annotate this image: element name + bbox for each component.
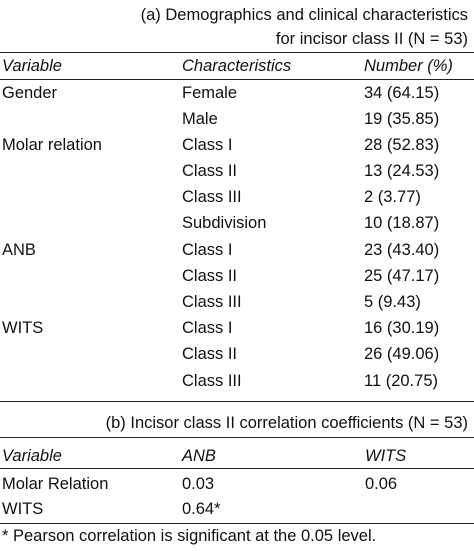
table-cell-characteristic: Male (182, 110, 218, 128)
table-row: ANB Class I 23 (43.40) (0, 237, 474, 263)
table-cell-characteristic: Class II (182, 267, 238, 285)
table-row: Gender Female 34 (64.15) (0, 80, 474, 106)
table-row: Male 19 (35.85) (0, 106, 474, 132)
table-a-header-number: Number (%) (364, 57, 453, 75)
table-cell-number: 19 (35.85) (364, 110, 440, 128)
table-cell-characteristic: Class I (182, 319, 233, 337)
table-row: WITS 0.64* (0, 496, 474, 522)
table-cell-anb: 0.64* (182, 500, 221, 518)
table-cell-anb: 0.03 (182, 475, 215, 493)
table-cell-number: 5 (9.43) (364, 293, 421, 311)
table-b-header-rule (0, 468, 474, 469)
table-cell-characteristic: Class II (182, 345, 238, 363)
table-row: Molar Relation 0.03 0.06 (0, 471, 474, 497)
table-cell-variable: WITS (2, 319, 44, 337)
table-cell-wits: 0.06 (365, 475, 398, 493)
table-row: Class III 5 (9.43) (0, 289, 474, 315)
table-row: Class III 11 (20.75) (0, 368, 474, 394)
table-a-top-rule (0, 52, 474, 53)
table-cell-variable: Molar Relation (2, 475, 109, 493)
table-row: Molar relation Class I 28 (52.83) (0, 132, 474, 158)
table-b-header-wits: WITS (365, 447, 407, 465)
table-b-header-anb: ANB (182, 447, 216, 465)
table-cell-number: 13 (24.53) (364, 162, 440, 180)
table-cell-characteristic: Class III (182, 293, 242, 311)
table-row: Class III 2 (3.77) (0, 184, 474, 210)
table-cell-characteristic: Subdivision (182, 214, 267, 232)
table-cell-number: 11 (20.75) (364, 372, 438, 390)
table-cell-characteristic: Class II (182, 162, 238, 180)
table-cell-number: 34 (64.15) (364, 84, 440, 102)
table-a-caption-line2: for incisor class II (N = 53) (275, 30, 468, 48)
table-b-header-variable: Variable (2, 447, 62, 465)
table-cell-variable: Gender (2, 84, 58, 102)
table-a-bottom-rule (0, 401, 474, 402)
table-cell-number: 10 (18.87) (364, 214, 440, 232)
table-cell-characteristic: Class III (182, 372, 242, 390)
table-b-top-rule (0, 437, 474, 438)
table-cell-number: 16 (30.19) (364, 319, 440, 337)
table-a-caption-line1: (a) Demographics and clinical characteri… (140, 6, 468, 24)
table-cell-characteristic: Class I (182, 241, 233, 259)
table-b-caption: (b) Incisor class II correlation coeffic… (105, 414, 468, 432)
table-a-header-variable: Variable (2, 57, 62, 75)
footnote: * Pearson correlation is significant at … (2, 527, 377, 545)
table-cell-variable: WITS (2, 500, 44, 518)
table-row: Class II 25 (47.17) (0, 263, 474, 289)
table-b-header-row: Variable ANB WITS (0, 443, 474, 469)
table-cell-characteristic: Class I (182, 136, 233, 154)
table-a-header-row: Variable Characteristics Number (%) (0, 53, 474, 79)
table-cell-number: 26 (49.06) (364, 345, 440, 363)
table-cell-characteristic: Class III (182, 188, 242, 206)
table-cell-number: 28 (52.83) (364, 136, 440, 154)
table-cell-number: 2 (3.77) (364, 188, 421, 206)
table-cell-variable: ANB (2, 241, 36, 259)
table-b-bottom-rule (0, 523, 474, 524)
table-a-header-characteristics: Characteristics (182, 57, 292, 75)
table-row: Subdivision 10 (18.87) (0, 210, 474, 236)
table-row: Class II 26 (49.06) (0, 341, 474, 367)
table-row: Class II 13 (24.53) (0, 158, 474, 184)
table-a-header-rule (0, 79, 474, 80)
table-cell-characteristic: Female (182, 84, 238, 102)
table-cell-number: 23 (43.40) (364, 241, 440, 259)
table-row: WITS Class I 16 (30.19) (0, 315, 474, 341)
table-cell-number: 25 (47.17) (364, 267, 440, 285)
table-cell-variable: Molar relation (2, 136, 102, 154)
